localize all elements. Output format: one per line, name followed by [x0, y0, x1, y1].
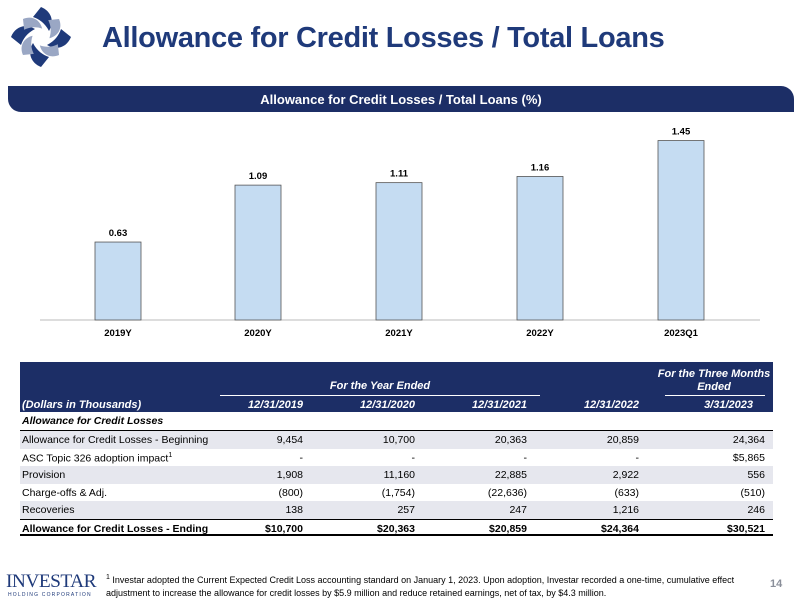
table-row: Provision 1,908 11,160 22,885 2,922 556: [20, 466, 773, 484]
cell: 247: [509, 504, 527, 516]
three-months-header-line1: For the Three Months: [657, 368, 771, 380]
footnote-text: Investar adopted the Current Expected Cr…: [106, 575, 735, 598]
total-cell: $30,521: [727, 522, 765, 535]
data-label: 0.63: [109, 228, 128, 239]
total-label: Allowance for Credit Losses - Ending: [22, 522, 209, 535]
footnote-marker: 1: [106, 574, 110, 581]
bar-chart: 0.63 2019Y 1.09 2020Y 1.11 2021Y 1.16 2022Y 1.45…: [40, 127, 760, 339]
x-tick-label: 2021Y: [385, 328, 413, 339]
cell: $5,865: [732, 451, 765, 464]
row-label-text: ASC Topic 326 adoption impact: [22, 452, 169, 464]
column-header: 3/31/2023: [704, 399, 753, 411]
cell: (510): [740, 486, 765, 499]
data-label: 1.11: [390, 169, 409, 180]
cell: (800): [278, 486, 303, 499]
total-cell: $20,859: [489, 522, 527, 535]
allowance-table: For the Year Ended For the Three Months …: [20, 362, 773, 536]
section-row: Allowance for Credit Losses: [20, 412, 773, 431]
total-cell: $20,363: [377, 522, 415, 535]
page-number: 14: [770, 578, 783, 590]
cell: 257: [397, 504, 415, 516]
cell: 1,908: [276, 469, 303, 481]
year-ended-header: For the Year Ended: [329, 380, 431, 392]
x-tick-label: 2020Y: [244, 328, 272, 339]
total-cell: $10,700: [265, 522, 303, 535]
three-months-underline: [665, 395, 765, 396]
year-ended-underline: [220, 395, 540, 396]
cell: 20,363: [494, 434, 527, 446]
data-label: 1.09: [249, 171, 268, 182]
total-row: Allowance for Credit Losses - Ending $10…: [20, 518, 773, 536]
logo-blade: [11, 7, 71, 67]
bar: [94, 241, 142, 321]
total-cell: $24,364: [601, 522, 639, 535]
cell: 11,160: [383, 469, 415, 481]
bar: [375, 182, 423, 321]
three-months-header: For the Three Months Ended: [655, 368, 773, 394]
x-tick-label: 2023Q1: [664, 328, 699, 339]
cell: -: [299, 451, 304, 464]
cell: 556: [747, 469, 765, 481]
cell: 1,216: [612, 504, 639, 516]
cell: 9,454: [276, 434, 303, 446]
cell: 10,700: [382, 434, 415, 446]
table-row: ASC Topic 326 adoption impact1 - - - - $…: [20, 449, 773, 467]
bar: [516, 176, 564, 321]
footnote-ref: 1: [168, 451, 173, 459]
investar-wordmark-logo: INVESTAR HOLDING CORPORATION: [6, 571, 97, 598]
x-tick-label: 2022Y: [526, 328, 554, 339]
cell: 20,859: [606, 434, 639, 446]
column-header: 12/31/2020: [359, 399, 415, 411]
data-label: 1.45: [672, 127, 691, 138]
bar: [234, 184, 282, 321]
column-header: 12/31/2022: [583, 399, 639, 411]
brand-name: INVESTAR: [6, 571, 97, 592]
row-label: Allowance for Credit Losses - Beginning: [22, 434, 209, 446]
column-header: 12/31/2021: [471, 399, 527, 411]
company-logo-icon: [11, 7, 71, 67]
row-label: Provision: [22, 469, 66, 481]
section-label: Allowance for Credit Losses: [22, 415, 164, 427]
row-label: Recoveries: [22, 504, 75, 516]
cell: 24,364: [732, 434, 765, 446]
cell: 22,885: [494, 469, 527, 481]
cell: (22,636): [487, 486, 527, 499]
cell: 138: [285, 504, 303, 516]
table-row: Charge-offs & Adj. (800) (1,754) (22,636…: [20, 484, 773, 502]
column-header: 12/31/2019: [247, 399, 303, 411]
bar: [657, 140, 705, 321]
units-label: (Dollars in Thousands): [22, 399, 142, 411]
table-header: For the Year Ended For the Three Months …: [20, 362, 773, 412]
cell: 246: [747, 504, 765, 516]
cell: (1,754): [381, 486, 415, 499]
page-title: Allowance for Credit Losses / Total Loan…: [102, 22, 665, 54]
footnote: 1 Investar adopted the Current Expected …: [106, 571, 756, 600]
row-label: ASC Topic 326 adoption impact1: [22, 452, 172, 465]
chart-title: Allowance for Credit Losses / Total Loan…: [260, 91, 542, 107]
cell: 2,922: [612, 469, 639, 481]
chart-title-banner: Allowance for Credit Losses / Total Loan…: [8, 86, 794, 112]
cell: (633): [614, 486, 639, 499]
cell: -: [635, 451, 640, 464]
data-label: 1.16: [531, 162, 550, 173]
x-tick-label: 2019Y: [104, 328, 132, 339]
row-label: Charge-offs & Adj.: [22, 486, 108, 499]
table-row: Allowance for Credit Losses - Beginning …: [20, 431, 773, 449]
brand-subtitle: HOLDING CORPORATION: [8, 592, 92, 598]
cell: -: [411, 451, 416, 464]
three-months-header-line2: Ended: [697, 381, 731, 393]
cell: -: [523, 451, 528, 464]
table-row: Recoveries 138 257 247 1,216 246: [20, 501, 773, 519]
